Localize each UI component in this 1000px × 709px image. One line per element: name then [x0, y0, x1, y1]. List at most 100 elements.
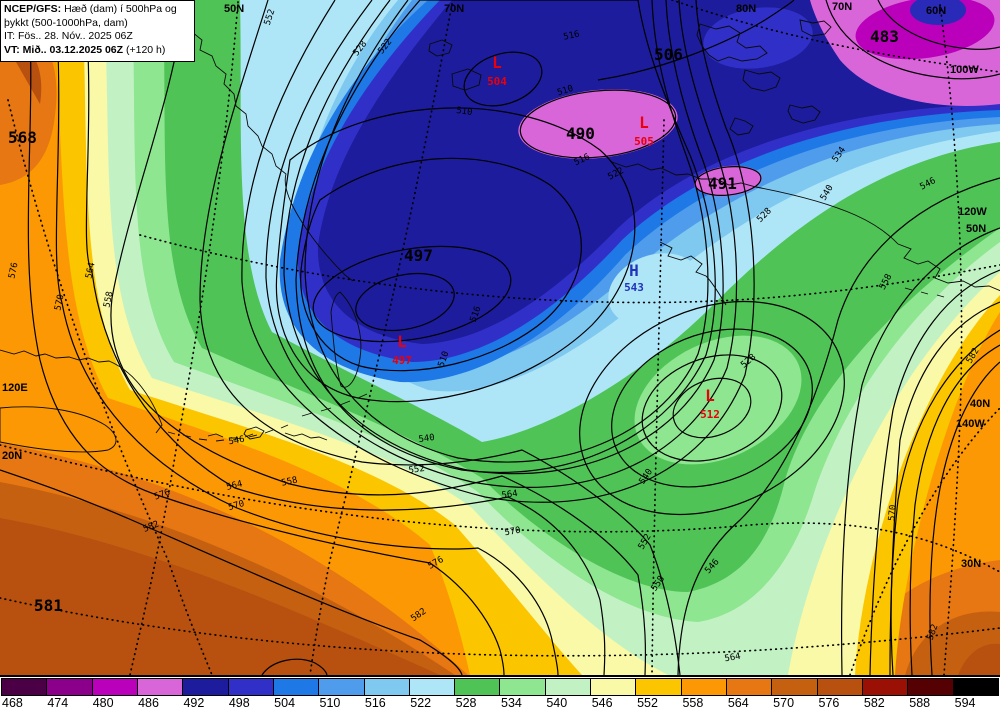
colorbar-cell-468 [1, 678, 47, 696]
title-line-1: NCEP/GFS: Hæð (dam) í 500hPa og [4, 3, 177, 15]
region-value-label: 568 [8, 128, 37, 147]
thickness-colorbar: 468 474 480 486 492 498 504 510 516 522 528 534 540 5… [0, 675, 1000, 709]
graticule-label: 60N [926, 5, 946, 17]
graticule-label: 100W [950, 64, 979, 76]
colorbar-value: 588 [909, 696, 931, 709]
colorbar-cell-594 [952, 678, 999, 696]
contour-label: 540 [418, 433, 435, 445]
colorbar-cell-480 [91, 678, 137, 696]
high-center-value: 543 [624, 281, 644, 294]
contour-label: 558 [281, 475, 299, 488]
colorbar-cell-474 [46, 678, 92, 696]
colorbar-value: 522 [410, 696, 432, 709]
colorbar-cell-528 [454, 678, 500, 696]
contour-label: 576 [7, 262, 20, 280]
graticule-label: 70N [832, 1, 852, 13]
region-value-label: 483 [870, 27, 899, 46]
low-center-marker: L [639, 113, 649, 132]
colorbar-value: 510 [319, 696, 341, 709]
contour-label: 558 [102, 291, 115, 309]
colorbar-value: 498 [228, 696, 250, 709]
low-center-value: 505 [634, 135, 654, 148]
colorbar-value: 468 [2, 696, 23, 709]
title-line-2: þykkt (500-1000hPa, dam) [4, 16, 128, 29]
colorbar-cell-564 [726, 678, 772, 696]
colorbar-cell-588 [907, 678, 953, 696]
colorbar-cell-516 [363, 678, 409, 696]
graticule-label: 50N [224, 3, 244, 15]
graticule-label: 120E [2, 382, 28, 394]
colorbar-value: 594 [954, 696, 976, 709]
low-center-value: 497 [392, 354, 412, 367]
region-labels: 568 506 483 490 491 497 581 [8, 27, 899, 615]
region-value-label: 490 [566, 124, 595, 143]
graticule-lines [0, 0, 1000, 675]
colorbar-value: 504 [274, 696, 296, 709]
contour-label: 570 [227, 499, 245, 513]
graticule-labels: 50N 70N 80N 70N 60N 100W 120W 50N 40N 140W 30N 120E… [2, 1, 990, 570]
height-contours [0, 0, 1000, 675]
colorbar-cell-492 [182, 678, 228, 696]
colorbar-value: 480 [92, 696, 114, 709]
colorbar-value: 564 [727, 696, 749, 709]
low-center-marker: L [705, 386, 715, 405]
low-center-marker: L [492, 53, 502, 72]
colorbar-value: 528 [455, 696, 477, 709]
colorbar-value: 576 [818, 696, 840, 709]
title-box: NCEP/GFS: Hæð (dam) í 500hPa og þykkt (5… [0, 0, 195, 62]
low-center-value: 512 [700, 408, 720, 421]
graticule-label: 40N [970, 398, 990, 410]
colorbar-value: 552 [637, 696, 658, 709]
contour-label: 516 [563, 29, 581, 42]
colorbar-cell-486 [136, 678, 183, 696]
contour-label: 564 [84, 262, 97, 280]
contour-label: 570 [504, 526, 522, 539]
graticule-label: 30N [961, 558, 981, 570]
colorbar-value: 540 [546, 696, 568, 709]
contour-label: 552 [408, 464, 425, 476]
high-center-marker: H [629, 261, 639, 280]
contour-label: 564 [501, 489, 518, 501]
title-line-3: IT: Fös.. 28. Nóv.. 2025 06Z [4, 30, 133, 43]
graticule-label: 20N [2, 450, 22, 462]
region-value-label: 491 [708, 174, 737, 193]
colorbar-cell-582 [861, 678, 908, 696]
colorbar-labels: 468 474 480 486 492 498 504 510 516 522 528 534 540 5… [1, 696, 999, 709]
graticule-label: 140W [956, 418, 985, 430]
colorbar-value: 570 [773, 696, 795, 709]
colorbar-cell-534 [499, 678, 545, 696]
colorbar-cells [1, 678, 999, 696]
weather-map: 5585525285225165105105165225345405285465… [0, 0, 1000, 675]
graticule-label: 80N [736, 3, 756, 15]
colorbar-cell-546 [590, 678, 636, 696]
contour-label: 564 [225, 479, 243, 493]
colorbar-value: 486 [138, 696, 159, 709]
thickness-fill-layers [0, 0, 1000, 675]
contour-label: 570 [887, 504, 898, 521]
colorbar-value: 546 [591, 696, 613, 709]
contour-label: 552 [263, 8, 278, 27]
contour-label: 570 [53, 294, 66, 312]
coastlines [0, 19, 1000, 453]
colorbar-cell-498 [227, 678, 273, 696]
colorbar-cell-570 [771, 678, 817, 696]
title-line-4: VT: Mið.. 03.12.2025 06Z (+120 h) [4, 43, 166, 56]
low-center-value: 504 [487, 75, 507, 88]
graticule-label: 70N [444, 3, 464, 15]
colorbar-cell-522 [408, 678, 455, 696]
contour-label: 510 [456, 106, 473, 118]
graticule-label: 120W [958, 206, 987, 218]
colorbar-value: 516 [364, 696, 386, 709]
region-value-label: 497 [404, 246, 433, 265]
region-value-label: 581 [34, 596, 63, 615]
colorbar-cell-576 [816, 678, 862, 696]
colorbar-cell-504 [272, 678, 319, 696]
contour-label: 546 [228, 435, 246, 448]
colorbar-value: 492 [183, 696, 205, 709]
colorbar-cell-510 [318, 678, 364, 696]
colorbar-cell-540 [544, 678, 591, 696]
colorbar-value: 582 [863, 696, 885, 709]
colorbar-cell-558 [680, 678, 726, 696]
